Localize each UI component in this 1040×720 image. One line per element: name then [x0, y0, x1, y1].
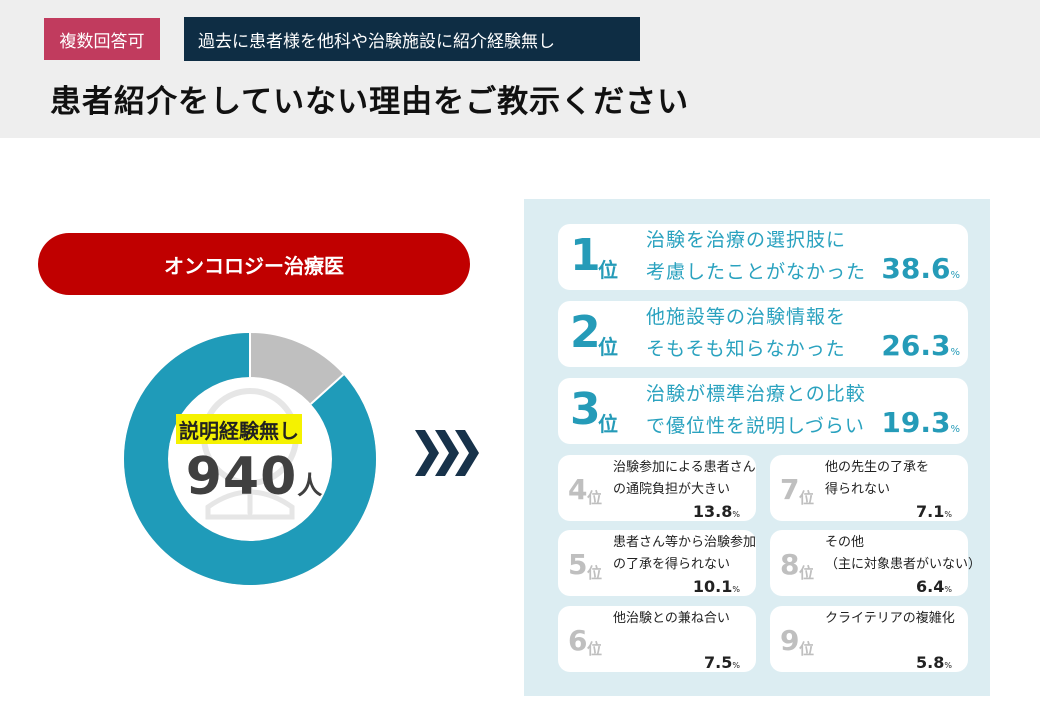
reason-percent: 7.1%	[916, 502, 952, 521]
reason-line: 治験を治療の選択肢に	[646, 229, 847, 251]
rank-number: 6	[568, 624, 588, 657]
reason-line: の通院負担が大きい	[613, 482, 731, 497]
reason-line: 考慮したことがなかった	[646, 261, 867, 283]
reason-percent: 13.8%	[693, 502, 740, 521]
rank-suffix: 位	[587, 489, 603, 507]
reason-card-rank-4: 4 位治験参加による患者さん の通院負担が大きい 13.8%	[558, 455, 756, 521]
reason-card-rank-3: 3 位 治験が標準治療との比較 で優位性を説明しづらい 19.3%	[558, 378, 968, 444]
donut-title: 説明経験無し	[176, 414, 302, 444]
reason-text: 患者さん等から治験参加 の了承を得られない	[613, 532, 756, 576]
reason-card-rank-7: 7 位他の先生の了承を 得られない 7.1%	[770, 455, 968, 521]
reason-line: 治験が標準治療との比較	[646, 383, 866, 405]
reason-text: その他 （主に対象患者がいない）	[825, 532, 981, 576]
reason-text: 他の先生の了承を 得られない	[825, 457, 929, 501]
percent-value: 38.6	[881, 252, 951, 285]
reason-card-rank-9: 9 位クライテリアの複雑化 5.8%	[770, 606, 968, 672]
group-label-pill: オンコロジー治療医	[38, 233, 470, 295]
rank-suffix: 位	[598, 412, 618, 436]
respondent-count: 940	[185, 447, 298, 507]
reason-line: の了承を得られない	[613, 557, 731, 572]
reason-percent: 6.4%	[916, 577, 952, 596]
reason-card-rank-2: 2 位 他施設等の治験情報を そもそも知らなかった 26.3%	[558, 301, 968, 367]
rank-number: 1	[570, 230, 601, 281]
reason-text: 治験が標準治療との比較 で優位性を説明しづらい	[646, 378, 866, 442]
percent-sign: %	[944, 585, 952, 594]
chevron-right-arrows-icon	[415, 430, 479, 476]
rank-number: 2	[570, 307, 601, 358]
reason-card-rank-8: 8 位その他 （主に対象患者がいない） 6.4%	[770, 530, 981, 596]
rank-suffix: 位	[799, 564, 815, 582]
reason-percent: 26.3%	[881, 329, 960, 362]
reason-line: そもそも知らなかった	[646, 338, 846, 360]
rank-suffix: 位	[598, 258, 618, 282]
rank-number: 3	[570, 384, 601, 435]
rank-number: 4	[568, 473, 588, 506]
percent-value: 13.8	[692, 502, 733, 521]
respondent-unit: 人	[297, 471, 323, 500]
rank-number: 9	[780, 624, 800, 657]
percent-value: 26.3	[881, 329, 951, 362]
respondent-donut-chart	[124, 333, 376, 585]
reason-percent: 19.3%	[881, 406, 960, 439]
reason-percent: 38.6%	[881, 252, 960, 285]
reason-line: クライテリアの複雑化	[825, 611, 955, 626]
percent-sign: %	[732, 661, 740, 670]
reason-line: その他	[825, 535, 865, 550]
reason-line: 治験参加による患者さん	[613, 460, 756, 475]
percent-value: 19.3	[881, 406, 951, 439]
rank-number: 8	[780, 548, 800, 581]
donut-separator	[310, 373, 345, 405]
rank-number: 5	[568, 548, 588, 581]
rank-suffix: 位	[799, 640, 815, 658]
reason-card-rank-5: 5 位患者さん等から治験参加 の了承を得られない 10.1%	[558, 530, 756, 596]
reason-line: 他施設等の治験情報を	[646, 306, 847, 328]
rank-suffix: 位	[587, 564, 603, 582]
reason-percent: 7.5%	[704, 653, 740, 672]
rank-suffix: 位	[598, 335, 618, 359]
reason-card-rank-1: 1 位 治験を治療の選択肢に 考慮したことがなかった 38.6%	[558, 224, 968, 290]
rank-number: 7	[780, 473, 800, 506]
percent-value: 7.1	[916, 502, 945, 521]
reason-percent: 10.1%	[693, 577, 740, 596]
percent-sign: %	[732, 585, 740, 594]
reason-card-rank-6: 6 位他治験との兼ね合い 7.5%	[558, 606, 756, 672]
reason-line: で優位性を説明しづらい	[646, 415, 865, 437]
donut-value: 940 人	[184, 447, 324, 507]
reason-line: 他の先生の了承を	[825, 460, 930, 475]
percent-sign: %	[950, 270, 960, 281]
condition-badge: 過去に患者様を他科や治験施設に紹介経験無し	[184, 17, 640, 61]
reason-percent: 5.8%	[916, 653, 952, 672]
rank-suffix: 位	[799, 489, 815, 507]
reason-line: 他治験との兼ね合い	[613, 611, 730, 626]
reason-line: 得られない	[825, 482, 891, 497]
reason-text: 他治験との兼ね合い	[613, 608, 730, 630]
reason-text: クライテリアの複雑化	[825, 608, 955, 630]
multi-answer-badge: 複数回答可	[44, 18, 160, 60]
rank-suffix: 位	[587, 640, 603, 658]
percent-sign: %	[950, 347, 960, 358]
reason-text: 他施設等の治験情報を そもそも知らなかった	[646, 301, 846, 365]
reason-line: 患者さん等から治験参加	[613, 535, 757, 550]
group-label: オンコロジー治療医	[164, 253, 344, 278]
percent-sign: %	[950, 424, 960, 435]
reason-line: （主に対象患者がいない）	[825, 557, 982, 572]
reason-text: 治験参加による患者さん の通院負担が大きい	[613, 457, 756, 501]
percent-value: 5.8	[916, 653, 945, 672]
percent-value: 7.5	[704, 653, 733, 672]
percent-sign: %	[944, 661, 952, 670]
percent-value: 6.4	[916, 577, 945, 596]
percent-sign: %	[944, 510, 952, 519]
reason-text: 治験を治療の選択肢に 考慮したことがなかった	[646, 224, 866, 288]
page-title: 患者紹介をしていない理由をご教示ください	[50, 84, 690, 120]
percent-sign: %	[732, 510, 740, 519]
percent-value: 10.1	[692, 577, 733, 596]
